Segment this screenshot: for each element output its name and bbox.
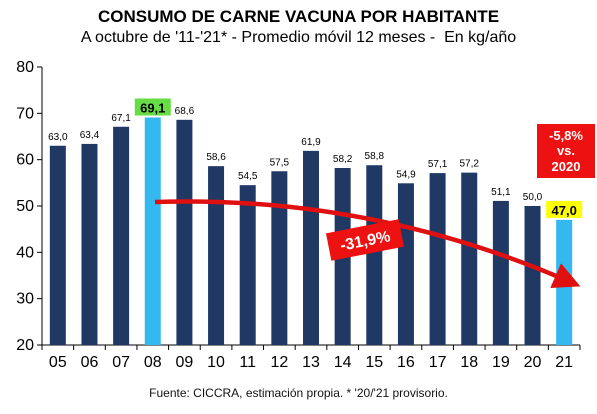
bar-18: [461, 172, 478, 345]
x-tick-label: 16: [397, 354, 415, 371]
x-tick-label: 21: [555, 354, 573, 371]
bar-07: [113, 126, 130, 346]
vs-previous-box: -5,8% vs. 2020: [537, 124, 595, 178]
annotations: -31,9% -5,8% vs. 2020: [154, 124, 595, 289]
value-label: 58,8: [365, 151, 385, 162]
bar-15: [366, 165, 383, 345]
value-labels: 63,0 63,4 67,1 69,1 68,6 58,6 54,5 57,5 61,9 58,2…: [48, 98, 583, 218]
x-tick-label: 12: [270, 354, 288, 371]
bar-08: [144, 117, 161, 346]
value-label: 57,1: [428, 159, 448, 170]
x-tick-label: 05: [49, 354, 67, 371]
bar-19: [492, 200, 509, 345]
value-label: 67,1: [111, 113, 131, 124]
value-label: 68,6: [175, 106, 195, 117]
chart-footer: Fuente: CICCRA, estimación propia. * '20…: [149, 386, 448, 400]
vs-previous-box-bg: [537, 124, 595, 178]
trend-change-box: -31,9%: [326, 219, 404, 261]
x-tick-label: 10: [207, 354, 225, 371]
y-tick-label: 20: [16, 337, 34, 354]
value-label: 54,9: [396, 169, 416, 180]
bar-20: [524, 206, 541, 345]
vs-previous-line-3: 2020: [552, 159, 581, 174]
value-label: 58,6: [206, 152, 226, 163]
x-tick-label: 20: [524, 354, 542, 371]
x-tick-label: 15: [365, 354, 383, 371]
value-label: 57,5: [270, 157, 290, 168]
trend-arrow: [154, 199, 581, 289]
y-tick-label: 50: [16, 198, 34, 215]
x-tick-label: 13: [302, 354, 320, 371]
y-tick-label: 60: [16, 152, 34, 169]
chart-subtitle: A octubre de '11-'21* - Promedio móvil 1…: [80, 29, 517, 46]
y-tick-label: 70: [16, 105, 34, 122]
value-label: 54,5: [238, 171, 258, 182]
bar-06: [81, 143, 98, 345]
x-tick-label: 09: [176, 354, 194, 371]
value-label: 61,9: [301, 137, 321, 148]
y-tick-label: 40: [16, 244, 34, 261]
x-tick-label: 08: [144, 354, 162, 371]
value-label-bg: [134, 98, 171, 116]
bar-12: [271, 171, 288, 345]
y-tick-label: 30: [16, 291, 34, 308]
vs-previous-line-1: -5,8%: [549, 128, 583, 143]
bar-17: [429, 173, 446, 345]
x-tick-label: 06: [81, 354, 99, 371]
value-label: 47,0: [552, 203, 577, 218]
bar-16: [397, 183, 414, 345]
bar-11: [239, 185, 256, 345]
trend-change-box-bg: [326, 219, 404, 261]
x-tick-label: 19: [492, 354, 510, 371]
bars: [49, 117, 573, 346]
bar-21: [556, 219, 573, 345]
x-tick-label: 07: [112, 354, 130, 371]
value-label: 58,2: [333, 154, 353, 165]
chart-title: CONSUMO DE CARNE VACUNA POR HABITANTE: [97, 7, 500, 26]
x-tick-label: 17: [429, 354, 447, 371]
value-label: 51,1: [491, 187, 511, 198]
y-tick-label: 80: [16, 59, 34, 76]
value-label: 57,2: [460, 159, 480, 170]
vs-previous-line-2: vs.: [557, 143, 575, 158]
value-label-bg: [546, 200, 583, 218]
bar-10: [208, 166, 225, 345]
value-label: 69,1: [140, 101, 165, 116]
bar-05: [49, 145, 66, 345]
x-tick-label: 14: [334, 354, 352, 371]
x-tick-label: 11: [239, 354, 256, 371]
axes: 20 30 40 50 60 70 80 05 06 07 08 09 10 11 12 13 14 15 16 17…: [16, 59, 581, 371]
x-tick-label: 18: [460, 354, 478, 371]
bar-09: [176, 119, 193, 345]
bar-13: [303, 150, 319, 345]
value-label: 63,4: [80, 130, 100, 141]
value-label: 63,0: [48, 132, 68, 143]
value-label: 50,0: [523, 192, 543, 203]
